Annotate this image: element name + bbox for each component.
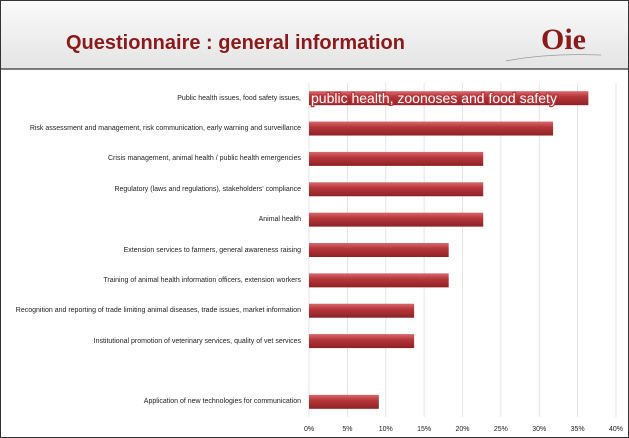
x-tick-label: 35%	[571, 426, 585, 433]
y-tick-label: Public health issues, food safety issues…	[177, 94, 301, 102]
y-tick-label-box: Animal health	[5, 205, 301, 235]
x-tick-label: 20%	[455, 426, 469, 433]
annotation: public health, zoonoses and food safety	[311, 90, 557, 106]
y-tick-label: Crisis management, animal health / publi…	[108, 155, 301, 163]
y-tick-label-box: Public health issues, food safety issues…	[5, 83, 301, 113]
y-tick-label: Regulatory (laws and regulations), stake…	[114, 185, 301, 193]
bar	[309, 182, 484, 197]
y-tick-label-box: Crisis management, animal health / publi…	[5, 144, 301, 174]
y-tick-label-box: Extension services to farmers, general a…	[5, 235, 301, 265]
bar	[309, 303, 415, 318]
x-tick-label: 10%	[379, 426, 393, 433]
logo: Oie	[541, 23, 586, 56]
y-tick-label: Recognition and reporting of trade limit…	[15, 307, 301, 315]
y-tick-label-box: Training of animal health information of…	[5, 265, 301, 295]
bar	[309, 243, 449, 257]
y-tick-label-box: Risk assessment and management, risk com…	[5, 114, 301, 144]
chart-title: Questionnaire : general information	[66, 32, 405, 54]
bar	[309, 212, 484, 227]
y-tick-label-box: Recognition and reporting of trade limit…	[5, 296, 301, 326]
bar	[309, 91, 589, 106]
x-tick-label: 25%	[494, 426, 508, 433]
y-tick-label: Training of animal health information of…	[103, 276, 301, 284]
y-tick-label: Extension services to farmers, general a…	[123, 246, 301, 254]
y-tick-label: Risk assessment and management, risk com…	[29, 125, 301, 133]
bar	[309, 151, 484, 166]
logo-swoosh	[505, 54, 602, 62]
y-tick-label-box: Application of new technologies for comm…	[5, 387, 301, 417]
x-tick-label: 40%	[609, 426, 623, 433]
x-tick-label: 5%	[342, 426, 352, 433]
y-tick-label: Application of new technologies for comm…	[143, 398, 301, 406]
bar	[309, 273, 449, 288]
x-tick-label: 15%	[417, 426, 431, 433]
y-tick-label: Institutional promotion of veterinary se…	[93, 337, 301, 345]
x-tick-label: 30%	[532, 426, 546, 433]
header	[1, 1, 628, 69]
y-tick-label-box: Institutional promotion of veterinary se…	[5, 326, 301, 356]
y-tick-label-box: Regulatory (laws and regulations), stake…	[5, 174, 301, 204]
x-tick-label: 0%	[304, 426, 314, 433]
bar	[309, 394, 379, 409]
bar	[309, 121, 554, 136]
y-tick-label: Animal health	[258, 216, 301, 224]
bar	[309, 334, 415, 349]
